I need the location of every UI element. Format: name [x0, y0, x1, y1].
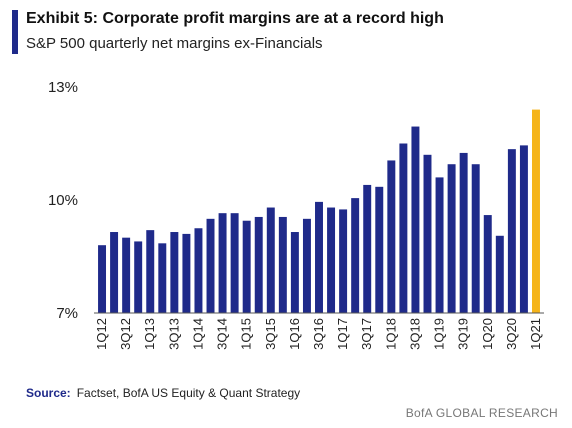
chart-title: Exhibit 5: Corporate profit margins are …: [26, 10, 444, 27]
x-tick-label: 3Q19: [456, 318, 471, 350]
y-axis-ticks: 7% 10% 13%: [48, 79, 78, 322]
x-tick-label: 3Q18: [407, 318, 422, 350]
bar: [471, 164, 480, 313]
x-tick-label: 3Q17: [359, 318, 374, 350]
bar: [182, 233, 191, 313]
bar: [266, 207, 275, 313]
x-tick-label: 1Q18: [383, 318, 398, 350]
bar: [435, 177, 444, 313]
bar: [170, 232, 179, 313]
bar: [447, 164, 456, 313]
x-tick-label: 1Q14: [190, 318, 205, 350]
bar-highlight: [532, 109, 540, 313]
bar: [363, 184, 372, 313]
x-tick-label: 3Q15: [263, 318, 278, 350]
x-tick-label: 3Q20: [504, 318, 519, 350]
y-tick-label: 10%: [48, 192, 78, 209]
bar-series: [98, 109, 540, 313]
bar: [315, 201, 323, 313]
bar: [423, 154, 432, 313]
bar: [375, 186, 384, 313]
brand-footer: BofA GLOBAL RESEARCH: [405, 406, 558, 420]
bar: [519, 145, 528, 313]
bar: [327, 207, 336, 313]
bar: [351, 198, 360, 313]
bar: [122, 237, 131, 313]
source-text: Factset, BofA US Equity & Quant Strategy: [76, 386, 301, 400]
bar: [206, 218, 215, 313]
x-tick-label: 3Q12: [118, 318, 133, 350]
x-tick-label: 1Q16: [287, 318, 302, 350]
bar: [242, 220, 251, 313]
bar: [278, 216, 287, 313]
x-tick-label: 1Q13: [142, 318, 157, 350]
bar: [146, 230, 155, 313]
source-note: Source: Factset, BofA US Equity & Quant S…: [26, 386, 300, 400]
bar: [495, 235, 504, 313]
x-tick-label: 3Q16: [311, 318, 326, 350]
bar: [230, 213, 239, 313]
bar: [507, 149, 516, 313]
x-tick-label: 1Q20: [480, 318, 495, 350]
bar: [158, 243, 167, 313]
bar: [302, 218, 311, 313]
x-tick-label: 1Q21: [528, 318, 543, 350]
x-axis-ticks: 1Q12 3Q12 1Q13 3Q13 1Q14 3Q14 1Q15 3Q15 1Q16 3Q16…: [94, 318, 543, 350]
bar: [290, 232, 299, 313]
x-tick-label: 1Q12: [94, 318, 109, 350]
x-tick-label: 1Q19: [432, 318, 447, 350]
x-tick-label: 3Q13: [166, 318, 181, 350]
bar: [98, 245, 107, 313]
bar: [387, 160, 396, 313]
bar: [411, 126, 420, 313]
source-label: Source:: [26, 386, 71, 400]
y-tick-label: 13%: [48, 79, 78, 96]
bar: [339, 209, 348, 313]
bar: [134, 241, 143, 313]
y-tick-label: 7%: [56, 305, 78, 322]
bar: [254, 216, 263, 313]
bar: [459, 152, 468, 313]
chart-subtitle: S&P 500 quarterly net margins ex-Financi…: [26, 35, 323, 52]
bar: [194, 228, 203, 313]
x-tick-label: 1Q17: [335, 318, 350, 350]
bar: [483, 215, 492, 313]
x-tick-label: 3Q14: [215, 318, 230, 350]
title-accent-bar: [12, 10, 18, 54]
bar: [399, 143, 408, 313]
bar: [110, 232, 119, 313]
bar: [218, 213, 227, 313]
x-tick-label: 1Q15: [239, 318, 254, 350]
